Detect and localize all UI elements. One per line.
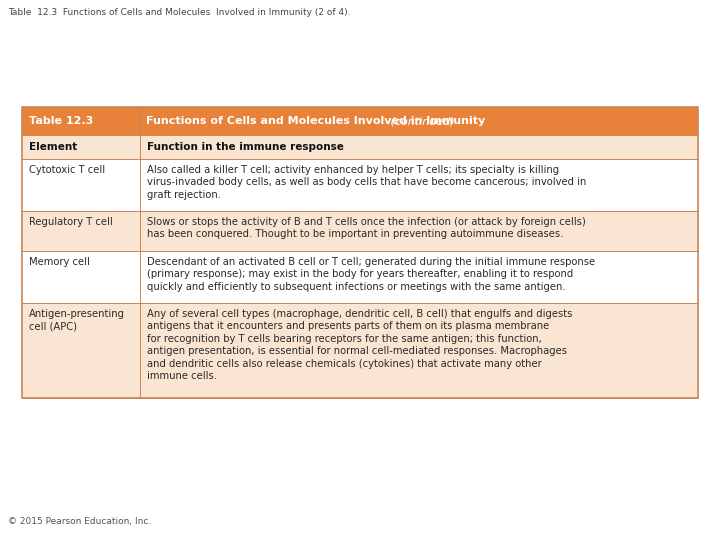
Bar [22,303,698,398]
Text: Any of several cell types (macrophage, dendritic cell, B cell) that engulfs and : Any of several cell types (macrophage, d… [147,309,572,381]
Bar [22,211,698,251]
Text: Also called a killer T cell; activity enhanced by helper T cells; its specialty : Also called a killer T cell; activity en… [147,165,586,200]
Bar [22,251,698,303]
Bar [22,107,698,135]
Text: Table 12.3: Table 12.3 [29,116,94,126]
Text: Memory cell: Memory cell [29,257,90,267]
Bar [22,135,698,159]
Text: Function in the immune response: Function in the immune response [147,142,344,152]
Text: Functions of Cells and Molecules Involved in Immunity: Functions of Cells and Molecules Involve… [146,116,485,126]
Text: Table  12.3  Functions of Cells and Molecules  Involved in Immunity (2 of 4).: Table 12.3 Functions of Cells and Molecu… [8,8,351,17]
Text: Regulatory T cell: Regulatory T cell [29,217,113,227]
Text: Element: Element [29,142,77,152]
Bar [22,107,698,398]
Text: Slows or stops the activity of B and T cells once the infection (or attack by fo: Slows or stops the activity of B and T c… [147,217,586,239]
Text: © 2015 Pearson Education, Inc.: © 2015 Pearson Education, Inc. [8,517,151,526]
Bar [22,159,698,211]
Text: (continued): (continued) [387,116,455,126]
Text: Descendant of an activated B cell or T cell; generated during the initial immune: Descendant of an activated B cell or T c… [147,257,595,292]
Text: Cytotoxic T cell: Cytotoxic T cell [29,165,105,175]
Text: Antigen-presenting
cell (APC): Antigen-presenting cell (APC) [29,309,125,332]
